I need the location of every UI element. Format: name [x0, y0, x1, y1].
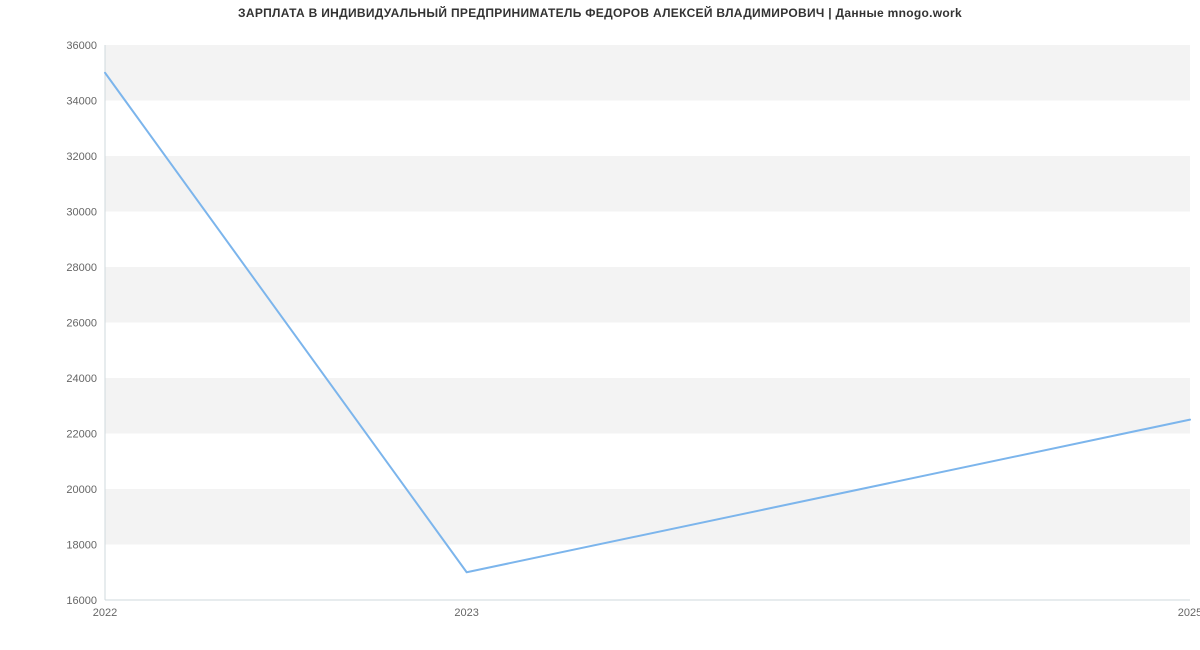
salary-chart: ЗАРПЛАТА В ИНДИВИДУАЛЬНЫЙ ПРЕДПРИНИМАТЕЛ… — [0, 0, 1200, 650]
grid-band — [105, 378, 1190, 434]
grid-band — [105, 212, 1190, 268]
grid-band — [105, 489, 1190, 545]
y-tick-label: 28000 — [66, 262, 97, 274]
y-tick-label: 22000 — [66, 429, 97, 441]
chart-title: ЗАРПЛАТА В ИНДИВИДУАЛЬНЫЙ ПРЕДПРИНИМАТЕЛ… — [0, 6, 1200, 20]
y-tick-label: 24000 — [66, 373, 97, 385]
y-tick-label: 36000 — [66, 40, 97, 52]
grid-band — [105, 323, 1190, 379]
y-tick-label: 30000 — [66, 207, 97, 219]
grid-band — [105, 156, 1190, 212]
y-tick-label: 26000 — [66, 318, 97, 330]
grid-band — [105, 434, 1190, 490]
grid-band — [105, 267, 1190, 323]
x-tick-label: 2022 — [93, 607, 117, 619]
grid-band — [105, 101, 1190, 157]
y-tick-label: 34000 — [66, 96, 97, 108]
grid-band — [105, 45, 1190, 101]
x-tick-label: 2025 — [1178, 607, 1200, 619]
x-tick-label: 2023 — [454, 607, 478, 619]
y-tick-label: 20000 — [66, 484, 97, 496]
grid-band — [105, 545, 1190, 601]
y-tick-label: 18000 — [66, 540, 97, 552]
y-tick-label: 16000 — [66, 595, 97, 607]
chart-svg: 16000 18000 20000 22000 24000 26000 28000 30000… — [0, 0, 1200, 650]
y-tick-label: 32000 — [66, 151, 97, 163]
